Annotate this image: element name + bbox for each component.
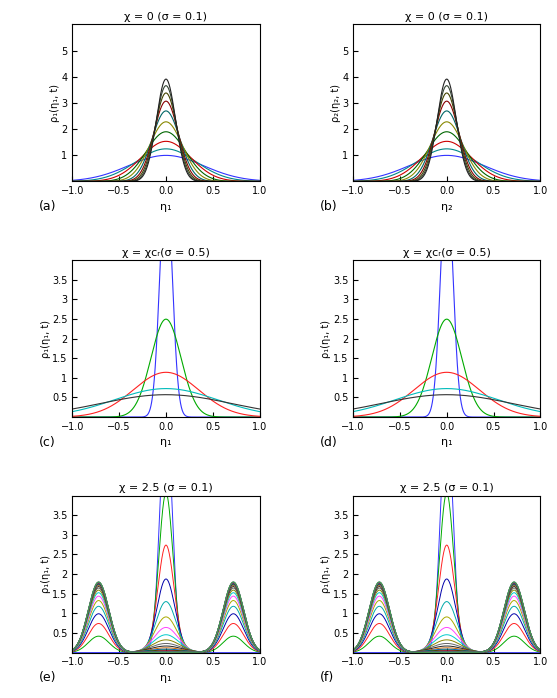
Title: χ = 2.5 (σ = 0.1): χ = 2.5 (σ = 0.1) <box>400 484 494 493</box>
Text: (f): (f) <box>320 671 334 685</box>
Title: χ = 2.5 (σ = 0.1): χ = 2.5 (σ = 0.1) <box>119 484 213 493</box>
Y-axis label: ρ₁(η₁, t): ρ₁(η₁, t) <box>41 555 51 593</box>
X-axis label: η₁: η₁ <box>441 673 452 683</box>
X-axis label: η₁: η₁ <box>441 438 452 447</box>
Title: χ = 0 (σ = 0.1): χ = 0 (σ = 0.1) <box>405 13 488 22</box>
Text: (e): (e) <box>39 671 56 685</box>
X-axis label: η₁: η₁ <box>160 202 172 212</box>
Title: χ = 0 (σ = 0.1): χ = 0 (σ = 0.1) <box>124 13 208 22</box>
Text: (d): (d) <box>320 436 337 449</box>
X-axis label: η₁: η₁ <box>160 438 172 447</box>
X-axis label: η₁: η₁ <box>160 673 172 683</box>
Y-axis label: ρ₁(η₁, t): ρ₁(η₁, t) <box>41 320 51 357</box>
Title: χ = χᴄᵣ(σ = 0.5): χ = χᴄᵣ(σ = 0.5) <box>122 248 210 258</box>
X-axis label: η₂: η₂ <box>441 202 452 212</box>
Text: (c): (c) <box>39 436 56 449</box>
Text: (b): (b) <box>320 200 337 214</box>
Y-axis label: ρ₁(η₁, t): ρ₁(η₁, t) <box>321 320 331 357</box>
Text: (a): (a) <box>39 200 56 214</box>
Y-axis label: ρ₁(η₁, t): ρ₁(η₁, t) <box>50 84 60 122</box>
Title: χ = χᴄᵣ(σ = 0.5): χ = χᴄᵣ(σ = 0.5) <box>403 248 491 258</box>
Y-axis label: ρ₂(η₂, t): ρ₂(η₂, t) <box>331 84 341 122</box>
Y-axis label: ρ₁(η₁, t): ρ₁(η₁, t) <box>321 555 331 593</box>
